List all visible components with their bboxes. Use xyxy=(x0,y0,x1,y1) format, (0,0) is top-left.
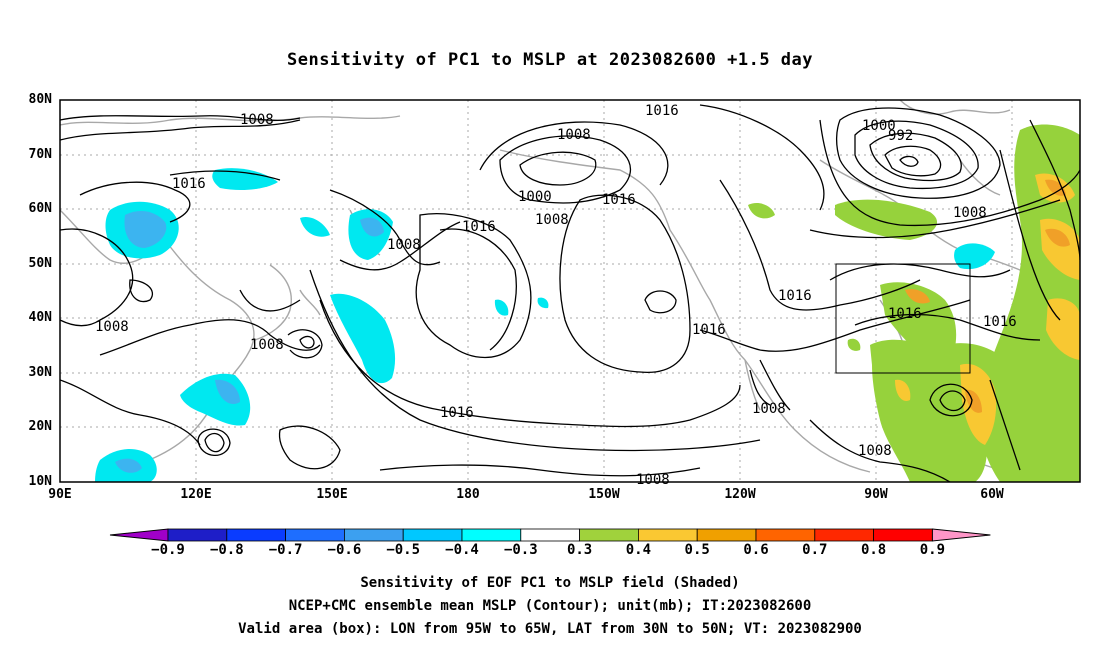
colorbar-tick-label: −0.8 xyxy=(202,542,252,558)
x-axis-label: 150E xyxy=(302,487,362,502)
x-axis-label: 60W xyxy=(962,487,1022,502)
contour-label: 1000 xyxy=(518,189,552,205)
contour-label: 1016 xyxy=(692,322,726,338)
y-axis-label: 80N xyxy=(14,92,52,107)
contour-label: 1016 xyxy=(172,176,206,192)
colorbar-tick-label: −0.5 xyxy=(378,542,428,558)
x-axis-label: 90E xyxy=(30,487,90,502)
y-axis-label: 40N xyxy=(14,310,52,325)
contour-label: 1016 xyxy=(778,288,812,304)
colorbar-tick-label: 0.7 xyxy=(790,542,840,558)
contour-label: 1016 xyxy=(888,306,922,322)
colorbar-tick-label: 0.3 xyxy=(555,542,605,558)
contour-label: 1008 xyxy=(858,443,892,459)
contour-label: 1008 xyxy=(240,112,274,128)
contour-label: 1008 xyxy=(535,212,569,228)
colorbar-tick-label: 0.5 xyxy=(672,542,722,558)
contour-label: 1008 xyxy=(95,319,129,335)
y-axis-label: 60N xyxy=(14,201,52,216)
x-axis-label: 120E xyxy=(166,487,226,502)
y-axis-label: 20N xyxy=(14,419,52,434)
x-axis-label: 90W xyxy=(846,487,906,502)
contour-label: 992 xyxy=(888,128,913,144)
contour-label: 1016 xyxy=(983,314,1017,330)
contour-label: 1008 xyxy=(387,237,421,253)
contour-label: 1016 xyxy=(440,405,474,421)
colorbar-tick-label: −0.7 xyxy=(261,542,311,558)
colorbar-tick-label: 0.4 xyxy=(613,542,663,558)
y-axis-label: 50N xyxy=(14,256,52,271)
colorbar-tick-label: −0.3 xyxy=(496,542,546,558)
colorbar-tick-label: −0.9 xyxy=(143,542,193,558)
footer-line-1: Sensitivity of EOF PC1 to MSLP field (Sh… xyxy=(0,575,1100,591)
contour-label: 1008 xyxy=(557,127,591,143)
y-axis-label: 30N xyxy=(14,365,52,380)
colorbar-tick-label: 0.6 xyxy=(731,542,781,558)
contour-label: 1008 xyxy=(636,472,670,488)
contour-label: 1016 xyxy=(645,103,679,119)
contour-label: 1016 xyxy=(602,192,636,208)
footer-line-3: Valid area (box): LON from 95W to 65W, L… xyxy=(0,621,1100,637)
colorbar-tick-label: −0.6 xyxy=(319,542,369,558)
contour-label: 1008 xyxy=(953,205,987,221)
x-axis-label: 120W xyxy=(710,487,770,502)
contour-label: 1008 xyxy=(752,401,786,417)
contour-label: 1008 xyxy=(250,337,284,353)
colorbar-tick-label: −0.4 xyxy=(437,542,487,558)
contour-label: 1016 xyxy=(462,219,496,235)
x-axis-label: 180 xyxy=(438,487,498,502)
y-axis-label: 70N xyxy=(14,147,52,162)
colorbar-tick-label: 0.8 xyxy=(849,542,899,558)
footer-line-2: NCEP+CMC ensemble mean MSLP (Contour); u… xyxy=(0,598,1100,614)
colorbar-tick-label: 0.9 xyxy=(907,542,957,558)
x-axis-label: 150W xyxy=(574,487,634,502)
